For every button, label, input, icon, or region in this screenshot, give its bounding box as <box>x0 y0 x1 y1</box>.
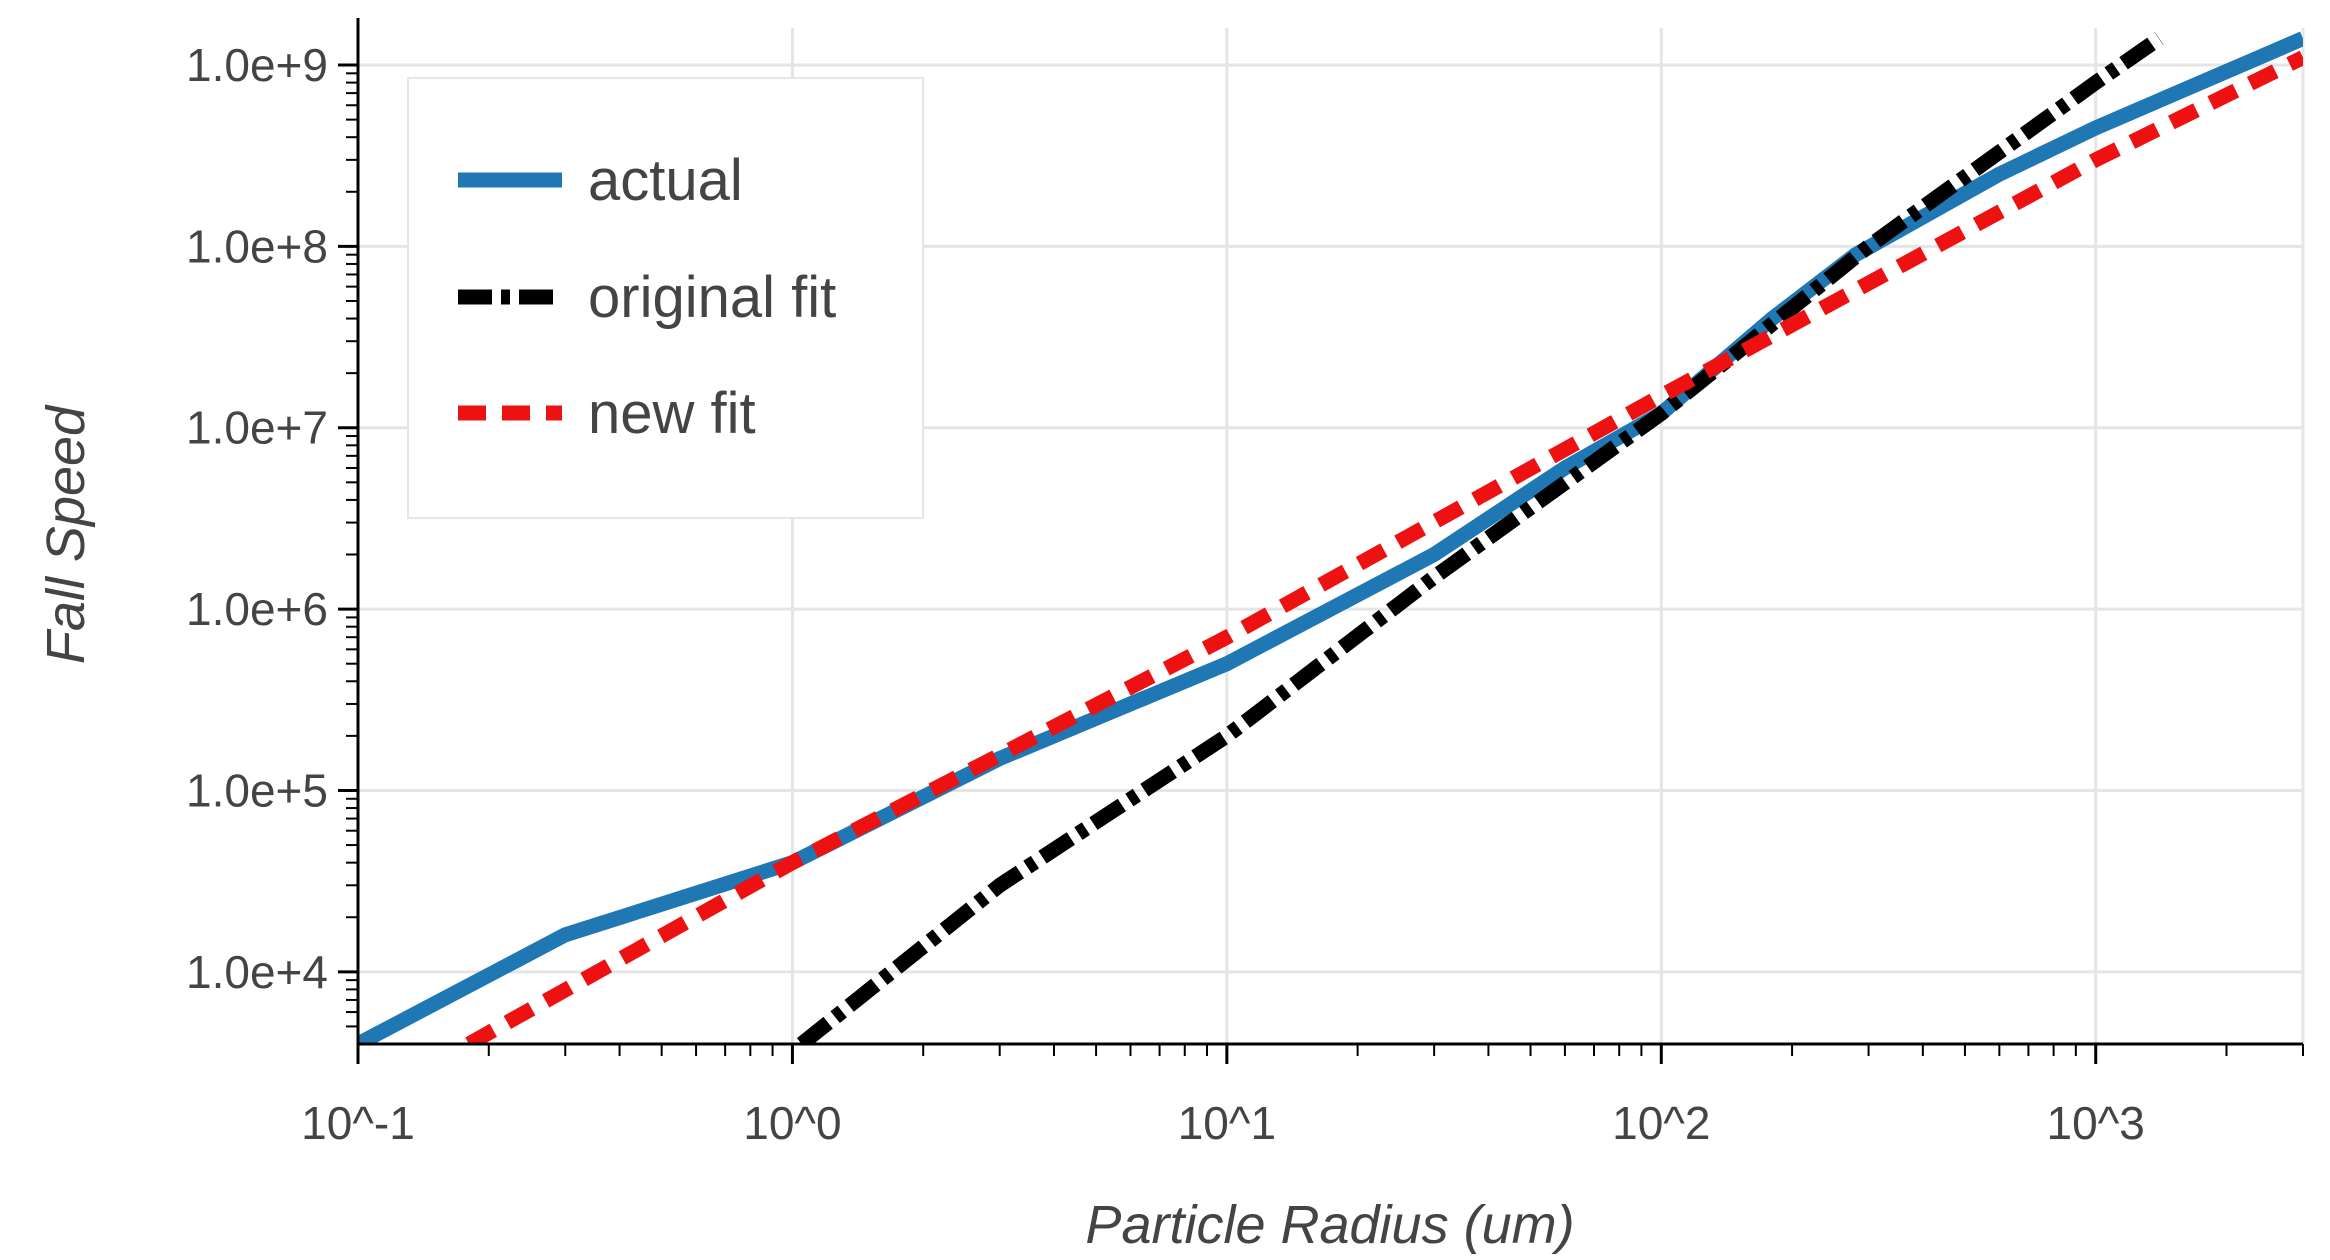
series-line-original-fit <box>796 32 2164 1044</box>
x-tick-label: 10^-1 <box>301 1097 415 1149</box>
x-tick-label: 10^0 <box>743 1097 841 1149</box>
series-layer <box>358 31 2303 1044</box>
x-axis-title: Particle Radius (um) <box>1085 1195 1574 1255</box>
legend-label-new-fit: new fit <box>588 381 756 446</box>
y-tick-label: 1.0e+6 <box>186 583 328 635</box>
y-tick-label: 1.0e+4 <box>186 946 328 998</box>
y-tick-label: 1.0e+7 <box>186 402 328 454</box>
x-tick-label: 10^3 <box>2047 1097 2145 1149</box>
y-axis-title: Fall Speed <box>36 404 96 664</box>
legend: actual original fit new fit <box>407 77 924 519</box>
y-tick-label: 1.0e+5 <box>186 764 328 816</box>
y-tick-label: 1.0e+9 <box>186 39 328 91</box>
legend-label-actual: actual <box>588 148 743 213</box>
legend-box <box>407 77 924 519</box>
axes: 10^-1 10^0 10^1 10^2 10^3 1.0e+4 1.0e+5 1.0e+6 1… <box>186 18 2304 1149</box>
grid <box>356 28 2305 1044</box>
y-tick-label: 1.0e+8 <box>186 220 328 272</box>
series-line-new-fit <box>465 50 2303 1044</box>
x-tick-label: 10^1 <box>1178 1097 1276 1149</box>
x-tick-label: 10^2 <box>1612 1097 1710 1149</box>
legend-label-original-fit: original fit <box>588 265 836 330</box>
